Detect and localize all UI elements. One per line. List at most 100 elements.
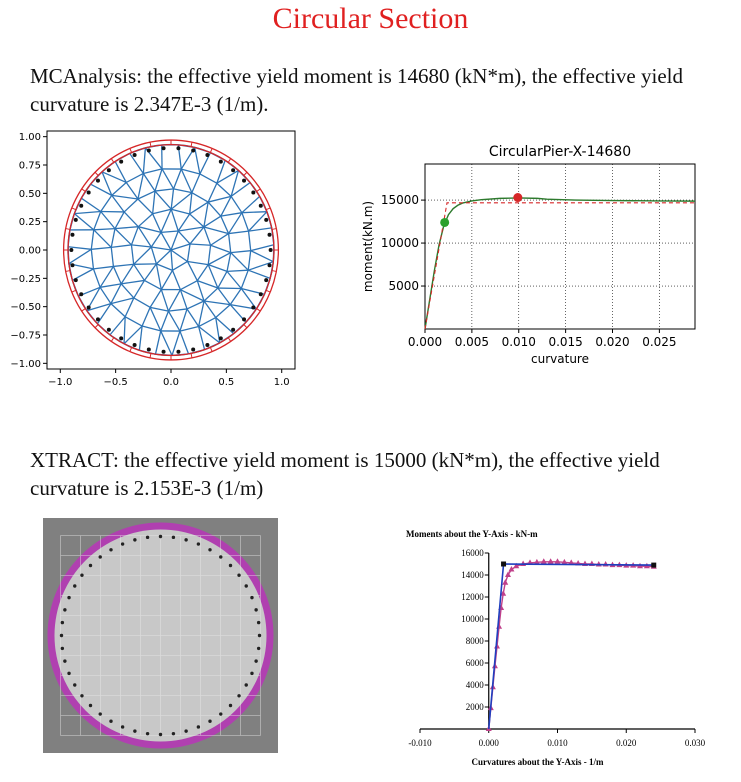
cover-segment [228, 338, 230, 342]
mesh-edge [150, 307, 161, 331]
mesh-edge [100, 266, 113, 287]
xtract-data-marker [508, 566, 514, 572]
mesh-edge [241, 289, 256, 310]
mesh-edge [161, 311, 169, 331]
xtract-data-marker [561, 559, 567, 565]
mesh-edge [234, 322, 246, 333]
cover-outer-ring [64, 140, 279, 360]
mesh-edge [68, 247, 69, 264]
mesh-edge [246, 309, 256, 322]
mesh-edge [174, 169, 182, 189]
mesh-edge [115, 212, 124, 229]
xtract-cover-ring [48, 523, 274, 749]
mesh-edge [272, 228, 274, 245]
xtract-data-marker [548, 558, 554, 564]
mc-chart-title: CircularPier-X-14680 [489, 144, 631, 160]
mesh-edge [81, 198, 100, 211]
mesh-edge [172, 331, 180, 355]
xtract-data-marker [575, 560, 581, 566]
rebar-point [242, 179, 246, 183]
y-tick-label: 16000 [461, 548, 484, 558]
xtract-rebar-point [109, 720, 112, 723]
rebar-point [219, 160, 223, 164]
y-tick-label: 8000 [466, 636, 485, 646]
mesh-edge [178, 227, 204, 231]
y-tick-label: 0.75 [19, 161, 41, 172]
mesh-edge [178, 214, 189, 231]
mesh-edge [208, 245, 210, 264]
cover-segment [95, 325, 98, 328]
cover-segment [244, 325, 247, 328]
y-tick-label: −0.25 [10, 274, 41, 285]
xtract-rebar-point [254, 659, 257, 662]
mesh-edge [101, 195, 112, 211]
mesh-edge [134, 247, 152, 264]
mesh-edge [111, 284, 121, 304]
mesh-edge [97, 304, 110, 324]
rebar-point [231, 328, 235, 332]
rebar-point [162, 350, 166, 354]
mesh-edge [101, 211, 115, 228]
rebar-point [259, 204, 263, 208]
mesh-edge [144, 280, 161, 289]
mesh-edge [178, 145, 194, 148]
mesh-edge [171, 250, 187, 261]
y-tick-label: 0.00 [19, 246, 41, 257]
x-tick-label: 0.000 [479, 738, 500, 748]
mesh-edge [112, 195, 124, 212]
xtract-rebar-point [89, 564, 92, 567]
mesh-edge [115, 161, 126, 182]
xtract-rebar-point [121, 542, 124, 545]
mesh-edge [161, 290, 168, 312]
xtract-data-marker [488, 705, 494, 711]
mesh-edge [131, 245, 151, 247]
xtract-data-marker [589, 561, 595, 567]
yield-point-marker [440, 218, 449, 227]
y-tick-label: 10000 [461, 614, 484, 624]
mesh-edge [231, 183, 250, 197]
mesh-edge [150, 307, 168, 311]
mesh-edge [178, 145, 181, 169]
mesh-edge [192, 193, 208, 202]
mesh-edge [145, 145, 161, 148]
mesh-edge [251, 245, 274, 251]
xtract-data-marker [490, 684, 496, 690]
mesh-edge [171, 209, 178, 231]
rebar-point [96, 179, 100, 183]
rebar-point [133, 153, 137, 157]
mesh-edge [134, 280, 145, 298]
mesh-edge [217, 183, 231, 196]
y-tick-label: 5000 [388, 279, 419, 293]
mesh-edge [111, 247, 113, 266]
y-tick-label: 4000 [466, 680, 485, 690]
mesh-edge [231, 253, 249, 271]
mesh-edge [249, 231, 251, 251]
xtract-data-marker [513, 563, 519, 569]
mesh-edge [231, 196, 242, 212]
mesh-edge [161, 331, 172, 355]
mesh-edge [197, 281, 218, 288]
xtract-rebar-point [60, 634, 63, 637]
rebar-point [87, 305, 91, 309]
x-tick-label: 0.030 [685, 738, 706, 748]
mesh-edge [150, 290, 161, 308]
rebar-point [176, 350, 180, 354]
y-tick-label: 14000 [461, 570, 484, 580]
xtract-chart-title: Moments about the Y-Axis - kN-m [406, 529, 538, 539]
mesh-edge [91, 247, 111, 249]
mesh-edge [110, 317, 125, 335]
mesh-edge [250, 183, 260, 197]
xtract-rebar-point [172, 536, 175, 539]
mesh-edge [248, 270, 270, 278]
mesh-edge [151, 247, 156, 264]
mesh-edge [91, 230, 93, 250]
mesh-edge [111, 229, 115, 248]
mc-plot-frame [425, 164, 695, 329]
y-tick-label: 12000 [461, 592, 484, 602]
cover-segment [266, 290, 270, 292]
cover-segment [244, 172, 247, 175]
mesh-edge [187, 309, 199, 327]
x-tick-label: 1.0 [274, 377, 290, 388]
xtract-bilinear-marker [501, 562, 506, 567]
mesh-edge [155, 189, 174, 191]
